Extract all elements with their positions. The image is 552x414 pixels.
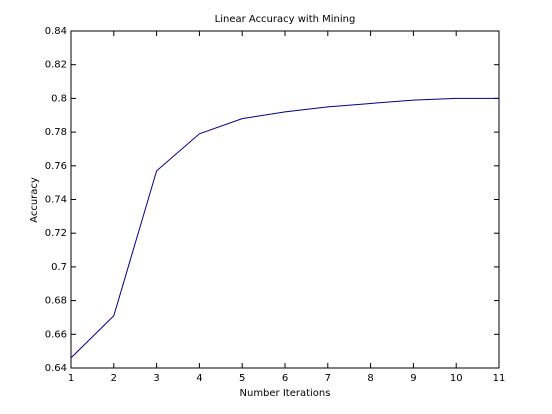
x-tick-label: 8 [367, 373, 373, 384]
y-tick-label: 0.74 [45, 195, 67, 206]
y-axis-label: Accuracy [29, 177, 40, 223]
y-tick-label: 0.68 [45, 296, 67, 307]
x-tick-label: 6 [282, 373, 288, 384]
x-tick-label: 7 [325, 373, 331, 384]
x-tick-label: 3 [153, 373, 159, 384]
x-tick-label: 11 [493, 373, 506, 384]
y-tick-label: 0.7 [51, 262, 67, 273]
x-tick-label: 1 [68, 373, 74, 384]
x-axis-label: Number Iterations [240, 388, 331, 399]
y-tick-label: 0.84 [45, 26, 67, 37]
y-tick-label: 0.64 [45, 363, 67, 374]
x-tick-label: 4 [196, 373, 202, 384]
x-tick-label: 2 [111, 373, 117, 384]
x-tick-label: 5 [239, 373, 245, 384]
y-tick-label: 0.76 [45, 161, 67, 172]
y-tick-label: 0.8 [51, 93, 67, 104]
y-tick-label: 0.82 [45, 60, 67, 71]
chart-title: Linear Accuracy with Mining [215, 14, 356, 25]
y-tick-label: 0.66 [45, 329, 67, 340]
x-tick-label: 9 [410, 373, 416, 384]
data-line [70, 97, 499, 359]
y-tick-label: 0.72 [45, 228, 67, 239]
x-tick-label: 10 [450, 373, 463, 384]
y-tick-label: 0.78 [45, 127, 67, 138]
